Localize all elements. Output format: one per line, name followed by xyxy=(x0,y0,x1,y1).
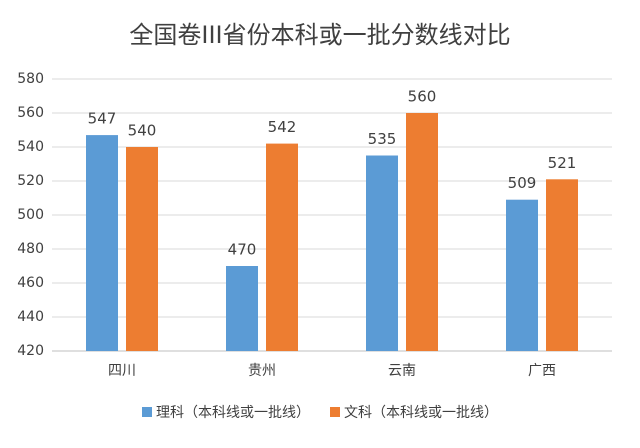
y-tick-label: 440 xyxy=(17,309,44,325)
y-tick-label: 480 xyxy=(17,241,44,257)
data-label: 547 xyxy=(88,110,117,128)
legend-label: 文科（本科线或一批线） xyxy=(344,405,498,421)
bar xyxy=(506,199,538,351)
data-label: 470 xyxy=(228,241,257,259)
legend-label: 理科（本科线或一批线） xyxy=(156,405,310,421)
x-tick-label: 贵州 xyxy=(248,363,276,379)
y-tick-label: 540 xyxy=(17,139,44,155)
data-label: 560 xyxy=(408,88,437,106)
bar xyxy=(366,155,398,351)
bar xyxy=(126,147,158,351)
x-tick-label: 四川 xyxy=(108,363,136,379)
legend-swatch xyxy=(142,407,152,417)
bar xyxy=(226,266,258,351)
data-label: 509 xyxy=(508,174,537,192)
y-tick-label: 560 xyxy=(17,105,44,121)
data-label: 535 xyxy=(368,130,397,148)
bar xyxy=(546,179,578,351)
y-tick-label: 580 xyxy=(17,71,44,87)
x-tick-label: 广西 xyxy=(528,363,556,379)
y-tick-label: 520 xyxy=(17,173,44,189)
y-tick-label: 500 xyxy=(17,207,44,223)
x-tick-label: 云南 xyxy=(388,363,416,379)
data-label: 521 xyxy=(548,154,577,172)
data-label: 540 xyxy=(128,122,157,140)
legend-swatch xyxy=(330,407,340,417)
y-tick-label: 420 xyxy=(17,343,44,359)
bar xyxy=(86,135,118,351)
bar xyxy=(266,143,298,351)
chart-title: 全国卷III省份本科或一批分数线对比 xyxy=(129,21,510,49)
bar xyxy=(406,113,438,351)
data-label: 542 xyxy=(268,118,297,136)
y-tick-label: 460 xyxy=(17,275,44,291)
